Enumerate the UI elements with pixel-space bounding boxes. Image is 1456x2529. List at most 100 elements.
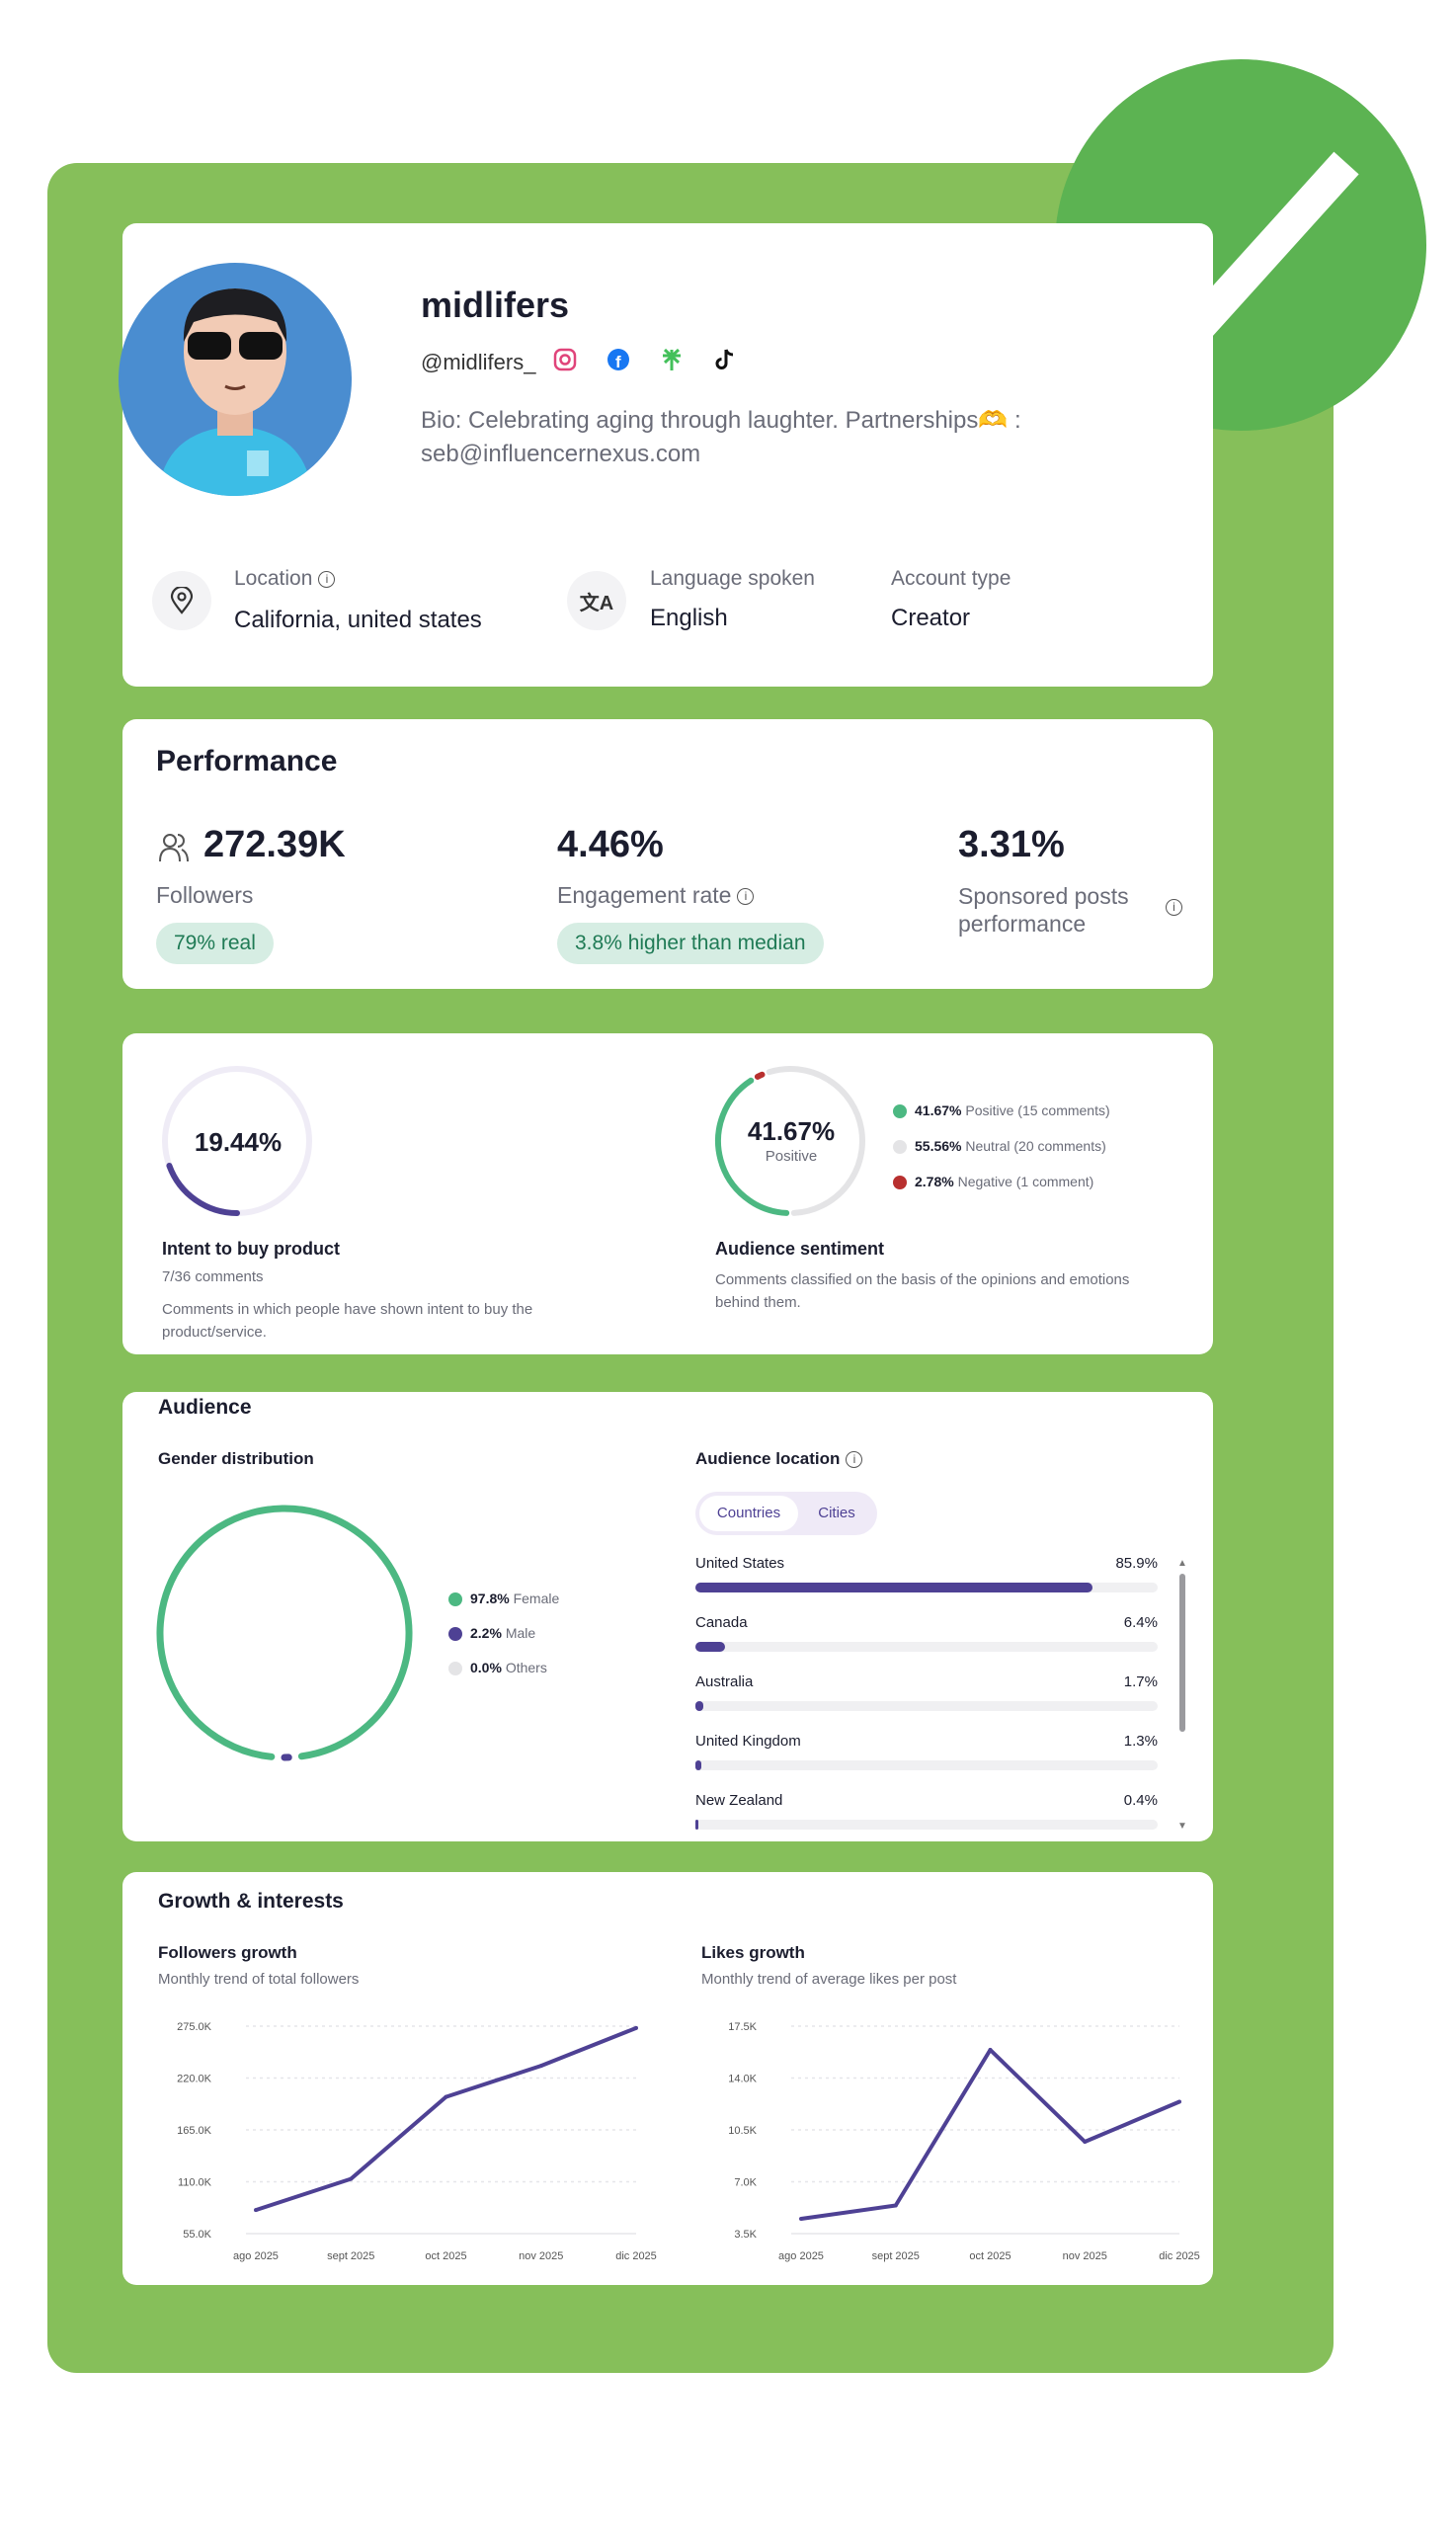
country-name: United Kingdom bbox=[695, 1733, 801, 1750]
data-point bbox=[1083, 2140, 1088, 2144]
engagement-label: Engagement rate i bbox=[557, 882, 755, 909]
country-bar-track bbox=[695, 1820, 1158, 1830]
engagement-badge: 3.8% higher than median bbox=[557, 923, 824, 964]
info-icon[interactable]: i bbox=[318, 570, 336, 588]
legend-male: 2.2% Male bbox=[448, 1616, 559, 1651]
location-label: Location i bbox=[234, 567, 336, 591]
country-bar-fill bbox=[695, 1760, 702, 1770]
country-bar-fill bbox=[695, 1820, 698, 1830]
data-point bbox=[538, 2064, 543, 2069]
tab-cities[interactable]: Cities bbox=[818, 1505, 855, 1521]
rings-svg bbox=[162, 1066, 865, 1216]
sentiment-description: Comments classified on the basis of the … bbox=[715, 1271, 1130, 1311]
country-bar-fill bbox=[695, 1642, 725, 1652]
intent-percent: 19.44% bbox=[194, 1127, 283, 1157]
gender-ring-svg bbox=[156, 1505, 413, 1761]
country-name: Canada bbox=[695, 1614, 748, 1631]
country-bar-track bbox=[695, 1583, 1158, 1592]
social-row: @midlifers_ f bbox=[421, 348, 737, 376]
account-type-label: Account type bbox=[891, 567, 1011, 590]
y-tick-label: 7.0K bbox=[734, 2177, 757, 2189]
growth-title: Growth & interests bbox=[158, 1890, 344, 1913]
followers-value: 272.39K bbox=[203, 824, 346, 865]
location-value: California, united states bbox=[234, 607, 482, 633]
legend-negative: 2.78% Negative (1 comment) bbox=[893, 1164, 1110, 1199]
legend-positive: 41.67% Positive (15 comments) bbox=[893, 1093, 1110, 1128]
translate-icon: 文A bbox=[567, 571, 626, 630]
tiktok-icon[interactable] bbox=[713, 348, 737, 376]
tab-countries[interactable]: Countries bbox=[699, 1496, 798, 1531]
x-tick-label: oct 2025 bbox=[969, 2250, 1011, 2262]
likes-growth-title: Likes growth bbox=[701, 1943, 805, 1962]
location-toggle: Countries Cities bbox=[695, 1492, 877, 1535]
data-point bbox=[799, 2217, 803, 2221]
sentiment-arc-1 bbox=[766, 1066, 865, 1216]
intent-count: 7/36 comments bbox=[162, 1268, 264, 1285]
x-tick-label: nov 2025 bbox=[519, 2250, 563, 2262]
sentiment-legend: 41.67% Positive (15 comments) 55.56% Neu… bbox=[893, 1093, 1110, 1199]
comments-analysis-card: 19.44% Intent to buy product 7/36 commen… bbox=[122, 1033, 1213, 1354]
linktree-icon[interactable] bbox=[660, 348, 684, 376]
sentiment-arc-2 bbox=[754, 1071, 766, 1080]
gender-arc-female bbox=[156, 1505, 413, 1760]
country-name: New Zealand bbox=[695, 1792, 783, 1809]
info-icon[interactable]: i bbox=[846, 1451, 863, 1469]
intent-ring-arc bbox=[166, 1162, 240, 1216]
language-value: English bbox=[650, 605, 728, 631]
country-name: United States bbox=[695, 1555, 785, 1572]
scroll-up-arrow[interactable]: ▲ bbox=[1177, 1558, 1187, 1569]
data-point bbox=[893, 2203, 898, 2208]
neutral-dot bbox=[893, 1140, 907, 1155]
info-icon[interactable]: i bbox=[737, 888, 755, 906]
performance-title: Performance bbox=[156, 745, 338, 777]
x-tick-label: ago 2025 bbox=[233, 2250, 279, 2262]
avatar bbox=[119, 263, 352, 501]
location-pin-icon bbox=[152, 571, 211, 630]
performance-card: Performance 272.39K Followers 79% real 4… bbox=[122, 719, 1213, 989]
account-type-value: Creator bbox=[891, 605, 971, 631]
bio-text-line2: seb@influencernexus.com bbox=[421, 441, 701, 467]
data-point bbox=[1177, 2099, 1181, 2104]
country-bar-fill bbox=[695, 1583, 1092, 1592]
x-tick-label: dic 2025 bbox=[615, 2250, 657, 2262]
instagram-icon[interactable] bbox=[553, 348, 577, 376]
y-tick-label: 10.5K bbox=[728, 2125, 757, 2137]
data-point bbox=[444, 2094, 448, 2099]
x-tick-label: dic 2025 bbox=[1159, 2250, 1200, 2262]
y-tick-label: 275.0K bbox=[177, 2021, 212, 2033]
legend-others: 0.0% Others bbox=[448, 1651, 559, 1685]
country-name: Australia bbox=[695, 1673, 754, 1690]
followers-label: Followers bbox=[156, 882, 254, 908]
engagement-value: 4.46% bbox=[557, 824, 664, 865]
followers-growth-title: Followers growth bbox=[158, 1943, 297, 1962]
followers-growth-subtitle: Monthly trend of total followers bbox=[158, 1971, 360, 1988]
y-tick-label: 3.5K bbox=[734, 2229, 757, 2241]
country-bar-track bbox=[695, 1760, 1158, 1770]
info-icon[interactable]: i bbox=[1166, 899, 1182, 916]
y-tick-label: 110.0K bbox=[178, 2177, 212, 2189]
data-point bbox=[349, 2176, 354, 2181]
audience-title: Audience bbox=[158, 1396, 252, 1419]
scrollbar-thumb[interactable] bbox=[1179, 1574, 1185, 1732]
x-tick-label: nov 2025 bbox=[1063, 2250, 1107, 2262]
data-point bbox=[254, 2208, 258, 2213]
country-bar-track bbox=[695, 1642, 1158, 1652]
sentiment-center-label: Positive bbox=[765, 1148, 818, 1165]
intent-description: Comments in which people have shown inte… bbox=[162, 1301, 533, 1341]
intent-title: Intent to buy product bbox=[162, 1239, 340, 1259]
scroll-down-arrow[interactable]: ▼ bbox=[1177, 1821, 1187, 1832]
y-tick-label: 165.0K bbox=[177, 2125, 212, 2137]
bio-text-line1: Bio: Celebrating aging through laughter.… bbox=[421, 407, 1021, 434]
likes-growth-subtitle: Monthly trend of average likes per post bbox=[701, 1971, 957, 1988]
legend-neutral: 55.56% Neutral (20 comments) bbox=[893, 1128, 1110, 1164]
facebook-icon[interactable]: f bbox=[607, 348, 630, 376]
x-tick-label: sept 2025 bbox=[327, 2250, 374, 2262]
profile-handle: @midlifers_ bbox=[421, 349, 536, 374]
growth-charts-svg: 275.0K 220.0K 165.0K 110.0K 55.0K ago 2025 sep… bbox=[177, 2021, 1200, 2262]
sentiment-center-value: 41.67% bbox=[747, 1116, 836, 1146]
sponsored-value: 3.31% bbox=[958, 824, 1065, 865]
data-point bbox=[634, 2025, 638, 2030]
sentiment-title: Audience sentiment bbox=[715, 1239, 885, 1259]
x-tick-label: oct 2025 bbox=[425, 2250, 466, 2262]
followers-icon bbox=[158, 832, 190, 868]
